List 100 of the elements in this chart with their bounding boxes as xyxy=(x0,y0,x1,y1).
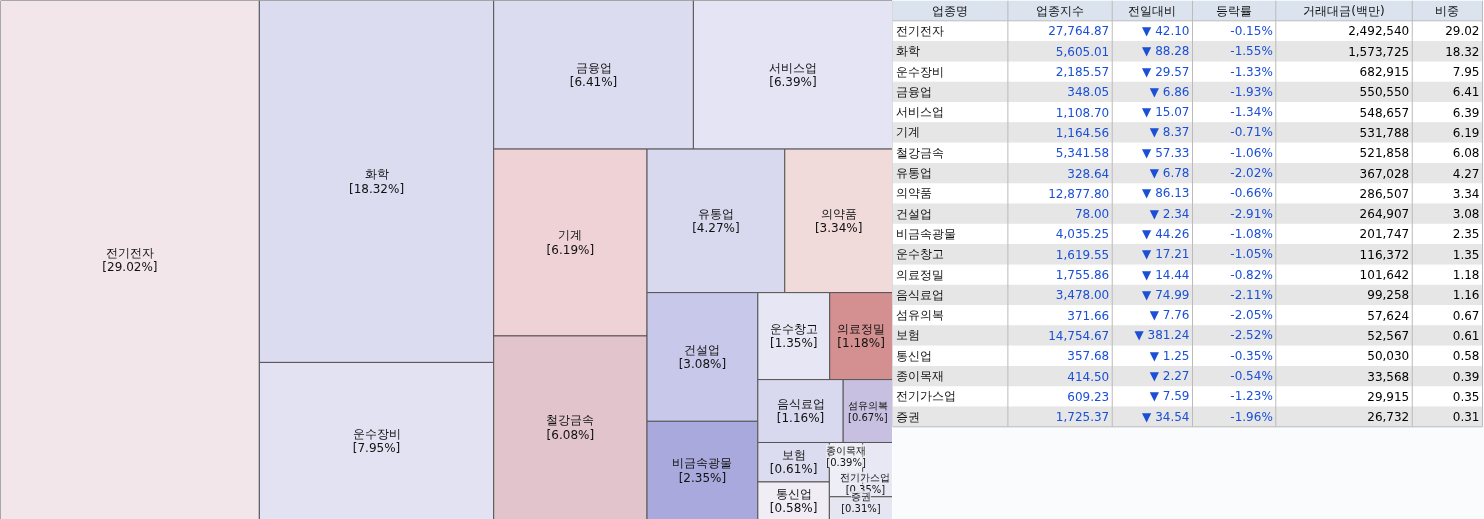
data-label: 609.23 xyxy=(1067,389,1110,404)
data-label: 682,915 xyxy=(1359,65,1410,80)
category-label: 의약품 xyxy=(895,186,932,201)
data-label: 7.95 xyxy=(1452,65,1480,80)
data-label: 1,755.86 xyxy=(1055,268,1110,283)
data-label: 5,605.01 xyxy=(1055,44,1110,59)
data-label: [7.95%] xyxy=(352,441,401,456)
data-label: -1.55% xyxy=(1230,44,1273,59)
data-label: 1.18 xyxy=(1452,268,1480,283)
data-label: 1,725.37 xyxy=(1055,410,1110,425)
data-label: 328.64 xyxy=(1067,166,1110,181)
data-label: ▼ 8.37 xyxy=(1149,125,1190,140)
data-label: 2,185.57 xyxy=(1055,65,1110,80)
category-label: 의약품 xyxy=(820,206,857,221)
category-label: 운수창고 xyxy=(895,247,944,262)
text: 전일대비 xyxy=(1128,3,1177,18)
category-label: 건설업 xyxy=(895,206,932,221)
category-label: 운수장비 xyxy=(895,64,944,79)
data-label: ▼ 57.33 xyxy=(1142,145,1190,160)
data-label: 1,108.70 xyxy=(1055,105,1110,120)
data-label: 414.50 xyxy=(1067,369,1110,384)
data-label: -0.15% xyxy=(1230,23,1273,38)
data-label: 57,624 xyxy=(1367,308,1410,323)
data-label: ▼ 42.10 xyxy=(1142,23,1190,38)
category-label: 비금속광물 xyxy=(895,226,956,241)
data-label: [29.02%] xyxy=(102,260,158,275)
data-label: -2.91% xyxy=(1230,206,1273,221)
data-label: 0.35 xyxy=(1452,389,1480,404)
category-label: 기계 xyxy=(895,125,920,140)
data-label: 78.00 xyxy=(1074,207,1110,222)
data-label: 348.05 xyxy=(1067,85,1110,100)
data-label: -1.93% xyxy=(1230,84,1273,99)
data-label: 4.27 xyxy=(1452,166,1480,181)
series-label: 업종지수 xyxy=(1036,3,1085,18)
category-label: 철강금속 xyxy=(546,413,595,428)
data-label: 3.34 xyxy=(1452,186,1480,201)
data-label: 99,258 xyxy=(1367,288,1410,303)
data-label: -1.33% xyxy=(1230,64,1273,79)
data-label: ▼ 44.26 xyxy=(1142,226,1190,241)
data-label: 6.19 xyxy=(1452,125,1480,140)
text: 업종명 xyxy=(932,3,969,18)
data-label: 0.67 xyxy=(1452,308,1480,323)
category-label: 전기전자 xyxy=(105,245,154,260)
data-label: -1.34% xyxy=(1230,105,1273,120)
data-label: ▼ 88.28 xyxy=(1142,44,1190,59)
category-label: 금융업 xyxy=(895,84,932,99)
category-label: 비금속광물 xyxy=(672,456,733,471)
data-label: 5,341.58 xyxy=(1055,146,1110,161)
category-label: 음식료업 xyxy=(776,396,825,411)
data-label: 3.08 xyxy=(1452,207,1480,222)
data-label: [4.27%] xyxy=(692,221,740,236)
data-label: 2.35 xyxy=(1452,227,1480,242)
data-label: -1.23% xyxy=(1230,389,1273,404)
data-label: [0.31%] xyxy=(841,502,881,514)
data-label: ▼ 6.78 xyxy=(1149,166,1190,181)
data-label: [6.41%] xyxy=(569,75,618,90)
category-label: 화학 xyxy=(895,44,920,59)
data-label: ▼ 86.13 xyxy=(1142,186,1190,201)
data-label: 29,915 xyxy=(1367,389,1410,404)
data-label: [0.61%] xyxy=(769,462,818,477)
data-label: ▼ 34.54 xyxy=(1142,409,1190,424)
data-label: 0.31 xyxy=(1452,410,1480,425)
data-label: ▼ 7.59 xyxy=(1149,389,1190,404)
data-label: 264,907 xyxy=(1359,207,1410,222)
data-label: -0.35% xyxy=(1230,348,1273,363)
data-label: ▼ 381.24 xyxy=(1134,328,1190,343)
data-label: ▼ 74.99 xyxy=(1142,287,1190,302)
category-label: 의료정밀 xyxy=(837,321,886,336)
data-label: 286,507 xyxy=(1359,186,1410,201)
data-label: -0.54% xyxy=(1230,369,1273,384)
data-label: ▼ 1.25 xyxy=(1149,348,1190,363)
data-label: -1.05% xyxy=(1230,247,1273,262)
data-label: 521,858 xyxy=(1359,146,1410,161)
category-label: 전기전자 xyxy=(895,23,944,38)
data-label: [1.18%] xyxy=(837,336,885,351)
category-label: 화학 xyxy=(364,167,389,182)
data-label: 2,492,540 xyxy=(1348,24,1410,39)
data-label: 4,035.25 xyxy=(1055,227,1110,242)
data-label: ▼ 7.76 xyxy=(1149,308,1190,323)
category-label: 종이목재 xyxy=(895,369,944,384)
data-label: 27,764.87 xyxy=(1048,24,1110,39)
data-label: -2.11% xyxy=(1230,287,1273,302)
data-label: 52,567 xyxy=(1367,328,1410,343)
category-label: 기계 xyxy=(558,228,583,243)
category-label: 증권 xyxy=(895,409,920,424)
data-label: ▼ 2.27 xyxy=(1149,369,1190,384)
data-label: ▼ 15.07 xyxy=(1142,105,1190,120)
data-label: [1.35%] xyxy=(770,336,818,351)
category-label: 유통업 xyxy=(895,166,932,181)
category-label: 운수장비 xyxy=(352,426,401,441)
data-label: ▼ 29.57 xyxy=(1142,64,1190,79)
data-label: 550,550 xyxy=(1359,85,1410,100)
data-label: [3.08%] xyxy=(678,357,727,372)
data-label: [0.58%] xyxy=(769,500,818,515)
category-label: 보험 xyxy=(781,448,806,462)
data-label: 548,657 xyxy=(1359,105,1410,120)
data-label: 0.58 xyxy=(1452,349,1480,364)
data-label: -0.66% xyxy=(1230,186,1273,201)
data-label: ▼ 6.86 xyxy=(1149,84,1190,99)
data-label: 371.66 xyxy=(1067,308,1110,323)
